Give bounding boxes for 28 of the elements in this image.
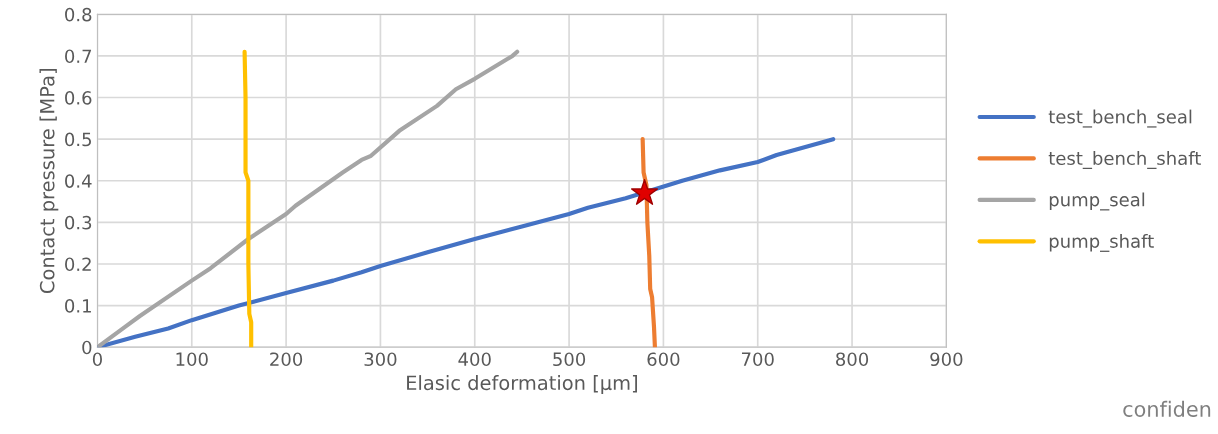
legend-label: pump_shaft: [1049, 233, 1154, 252]
y-tick-label: 0: [82, 340, 92, 355]
y-tick-label: 0.6: [65, 91, 92, 105]
line-series: [242, 49, 254, 348]
x-tick-label: 0: [92, 352, 102, 367]
x-tick-label: 500: [553, 352, 586, 367]
x-tick-label: 800: [836, 352, 869, 367]
line-series: [97, 49, 520, 348]
y-tick-label: 0.1: [65, 299, 91, 313]
y-tick-label: 0.7: [65, 49, 92, 64]
x-tick-label: 700: [741, 352, 774, 367]
y-tick-label: 0.5: [65, 132, 91, 147]
x-tick-label: 100: [176, 352, 208, 367]
x-tick-label: 900: [930, 352, 963, 367]
x-tick-label: 400: [458, 352, 491, 367]
y-tick-label: 0.4: [65, 174, 92, 188]
legend-label: pump_seal: [1049, 192, 1145, 211]
y-tick-label: 0.8: [65, 7, 92, 22]
x-axis-title: Elasic deformation [µm]: [407, 375, 637, 394]
y-tick-label: 0.2: [65, 257, 91, 272]
y-axis-title: Contact pressure [MPa]: [39, 69, 59, 294]
x-tick-label: 600: [647, 352, 680, 367]
y-tick-label: 0.3: [65, 215, 92, 230]
legend-label: test_bench_seal: [1048, 109, 1192, 128]
x-tick-label: 300: [364, 352, 397, 367]
text: confiden: [1123, 400, 1211, 417]
x-tick-label: 200: [270, 352, 303, 367]
legend-label: test_bench_shaft: [1048, 151, 1201, 170]
